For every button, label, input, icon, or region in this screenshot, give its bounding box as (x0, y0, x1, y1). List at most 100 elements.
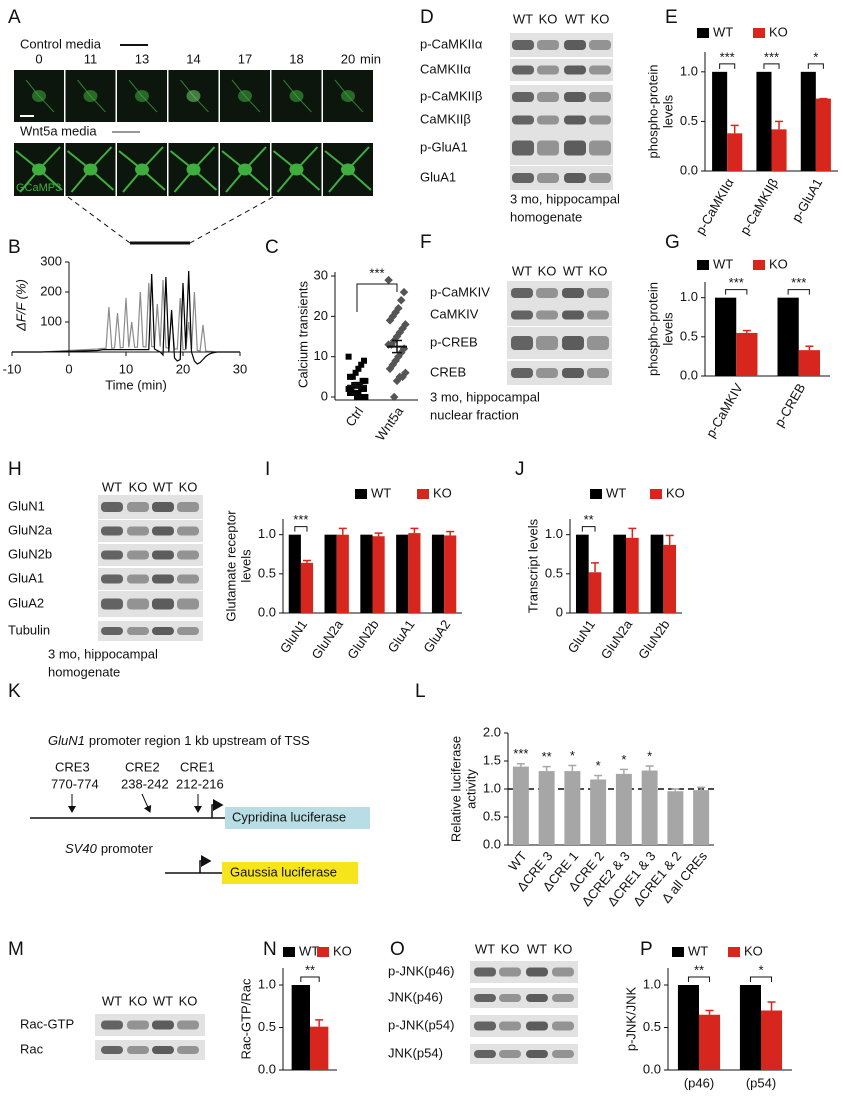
x-tick-label: p-CREB (771, 381, 808, 430)
blot-band (587, 336, 609, 350)
y-tick-label: 1.0 (483, 780, 501, 795)
blot-strip (98, 621, 203, 641)
error-bar (671, 788, 680, 792)
significance: * (647, 748, 652, 763)
point (358, 385, 365, 392)
control-arrow (199, 855, 212, 873)
zoom-line (67, 196, 131, 244)
blot-band (474, 994, 496, 1002)
y-tick-label: 0.5 (258, 1019, 276, 1034)
sem-bar (392, 339, 402, 354)
row-label: p-CaMKIIα (420, 36, 483, 51)
bar (360, 534, 373, 613)
blot-band (101, 502, 123, 512)
x-tick-label: (p46) (684, 1075, 714, 1090)
bar (641, 770, 658, 845)
blot-band (152, 627, 174, 635)
cre-position: 770-774 (51, 776, 99, 791)
time-label: 17 (238, 51, 252, 66)
y-tick-label: 1.0 (680, 63, 698, 78)
error-bar (628, 527, 637, 538)
error-bar (302, 559, 311, 563)
error-bar (374, 532, 383, 537)
significance-bracket (763, 63, 780, 69)
bar (677, 985, 699, 1070)
blot-band (512, 40, 534, 50)
legend-label: KO (333, 943, 352, 958)
error-bar (767, 1001, 776, 1011)
point (385, 364, 395, 374)
lane-label: KO (554, 941, 573, 956)
row-label: CaMKIIβ (420, 111, 471, 126)
y-axis-label: Glutamate receptor (223, 510, 238, 622)
soma (341, 163, 355, 176)
error-bar (315, 1019, 324, 1027)
blot-band (564, 140, 586, 156)
legend-label: KO (433, 485, 452, 500)
row-label: GluA1 (420, 169, 456, 184)
point (352, 369, 359, 376)
cre-name: CRE2 (125, 759, 160, 774)
bar (300, 562, 314, 613)
bar (800, 71, 816, 171)
lane-label: WT (153, 993, 173, 1008)
blot-strip (98, 568, 203, 590)
blot-strip (95, 1040, 205, 1060)
blot-band (177, 627, 199, 635)
cre-name: CRE3 (55, 759, 90, 774)
error-bar (410, 527, 419, 534)
blot-band (474, 967, 496, 977)
cre-position: 238-242 (121, 776, 169, 791)
row-label: p-CaMKIIβ (420, 88, 482, 103)
y-axis-label: activity (463, 769, 478, 809)
blot-band (512, 140, 534, 156)
significance: * (758, 962, 763, 977)
time-label: 0 (35, 51, 42, 66)
dendrite (221, 146, 269, 193)
control-reporter-box (222, 862, 358, 884)
blot-band (537, 173, 559, 183)
lane-label: WT (527, 941, 547, 956)
time-unit: min (360, 51, 381, 66)
bar (756, 71, 772, 171)
point (354, 394, 360, 400)
blot-band (177, 502, 199, 512)
y-tick-label: 0.5 (483, 808, 501, 823)
blot-band (537, 140, 559, 156)
blot-strip (510, 59, 613, 81)
legend-swatch (417, 489, 429, 499)
significance-bracket (749, 976, 773, 982)
y-tick-label: 0.0 (680, 162, 698, 177)
dendrite (118, 146, 166, 193)
legend-swatch (650, 489, 662, 499)
x-tick-label: 20 (176, 361, 190, 376)
x-tick-label: Ctrl (342, 404, 366, 429)
bar (512, 766, 529, 845)
panel-label: H (8, 459, 22, 480)
blot-band (101, 526, 123, 536)
control-label: Control media (20, 36, 102, 51)
lane-label: WT (512, 263, 532, 278)
row-label: p-CaMKIV (430, 284, 490, 299)
blot-band (511, 288, 533, 298)
y-tick-label: 1.0 (643, 976, 661, 991)
blot-band (526, 1021, 548, 1031)
bar (650, 534, 664, 613)
row-label: GluA2 (8, 595, 44, 610)
soma (238, 163, 252, 176)
legend-swatch (753, 28, 765, 38)
point (399, 287, 409, 297)
y-tick-label: 0.0 (483, 836, 501, 851)
error-bar (775, 120, 784, 130)
blot-strip (98, 544, 203, 566)
x-tick-label: GluA1 (385, 617, 418, 655)
legend-swatch (355, 489, 367, 499)
legend-label: KO (769, 24, 788, 39)
bar (699, 1014, 721, 1070)
row-label: p-CREB (430, 334, 478, 349)
significance-bracket (687, 976, 711, 982)
time-label: 20 (341, 51, 355, 66)
blot-band (589, 115, 611, 125)
lane-label: KO (591, 11, 610, 26)
bar (667, 791, 684, 845)
